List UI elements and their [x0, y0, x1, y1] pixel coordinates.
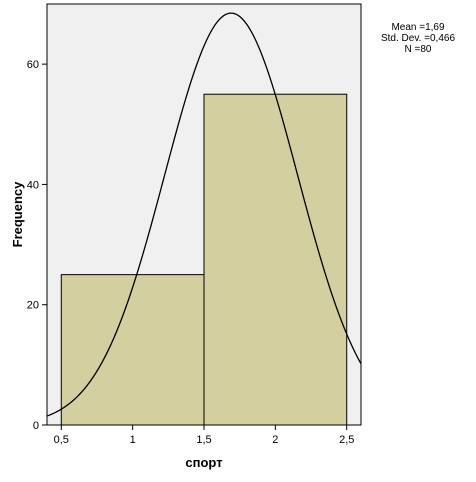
y-axis-title: Frequency [10, 181, 25, 248]
n-stat: N =80 [404, 44, 432, 55]
x-tick-label-4: 2 [272, 434, 278, 446]
statistics-legend: Mean =1,69 Std. Dev. =0,466 N =80 [366, 22, 470, 55]
y-tick-label-2: 20 [27, 300, 39, 312]
y-tick-label-3: 40 [27, 179, 39, 191]
y-tick-label-1: 0 [33, 420, 39, 432]
y-tick-label-4: 60 [27, 59, 39, 71]
x-tick-label-2: 1 [130, 434, 136, 446]
normal-curve [47, 12, 361, 417]
axes-layer: 0,5 1 1,5 2 2,5 0 20 40 60 [27, 59, 355, 446]
mean-stat: Mean =1,69 [391, 22, 445, 33]
std-dev-stat: Std. Dev. =0,466 [380, 33, 456, 44]
x-tick-label-5: 2,5 [339, 434, 354, 446]
x-tick-label-3: 1,5 [196, 434, 211, 446]
x-axis-title: спорт [185, 455, 222, 470]
histogram-bar-2 [203, 93, 348, 426]
x-tick-label-1: 0,5 [54, 434, 69, 446]
histogram-bar-1 [60, 274, 205, 426]
